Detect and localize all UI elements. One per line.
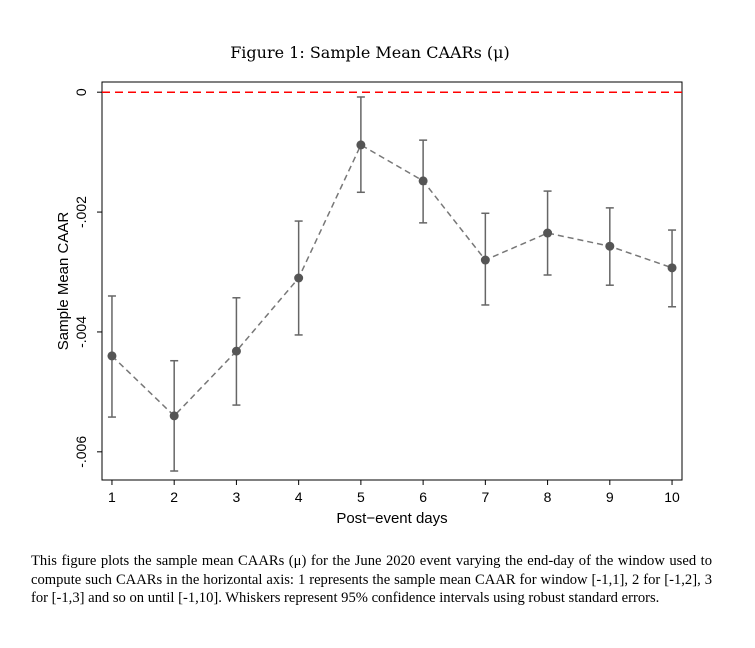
data-point	[169, 411, 179, 421]
x-tick-label: 9	[606, 489, 614, 505]
data-point	[605, 241, 615, 251]
data-point	[107, 351, 117, 361]
x-tick-label: 7	[481, 489, 489, 505]
data-point	[480, 255, 490, 265]
x-tick-label: 5	[357, 489, 365, 505]
y-tick-label: -.006	[73, 436, 89, 468]
data-point	[294, 273, 304, 283]
y-tick-label: 0	[73, 88, 89, 96]
x-tick-label: 4	[295, 489, 303, 505]
plot-area	[101, 81, 683, 481]
data-point	[418, 176, 428, 186]
data-point	[543, 228, 553, 238]
y-tick-label: -.002	[73, 196, 89, 228]
y-tick-label: -.004	[73, 316, 89, 348]
series-line	[111, 143, 673, 417]
x-tick-label: 10	[664, 489, 680, 505]
data-point	[356, 140, 366, 150]
x-tick-label: 2	[170, 489, 178, 505]
data-point	[231, 346, 241, 356]
figure-caption: This figure plots the sample mean CAARs …	[31, 553, 712, 606]
x-tick-label: 1	[108, 489, 116, 505]
chart-title: Figure 1: Sample Mean CAARs (μ)	[230, 43, 510, 62]
x-tick-label: 8	[544, 489, 552, 505]
y-axis-label: Sample Mean CAAR	[55, 212, 72, 351]
x-axis-label: Post−event days	[336, 510, 447, 527]
x-tick-label: 3	[233, 489, 241, 505]
x-tick-label: 6	[419, 489, 427, 505]
data-point	[667, 263, 677, 273]
